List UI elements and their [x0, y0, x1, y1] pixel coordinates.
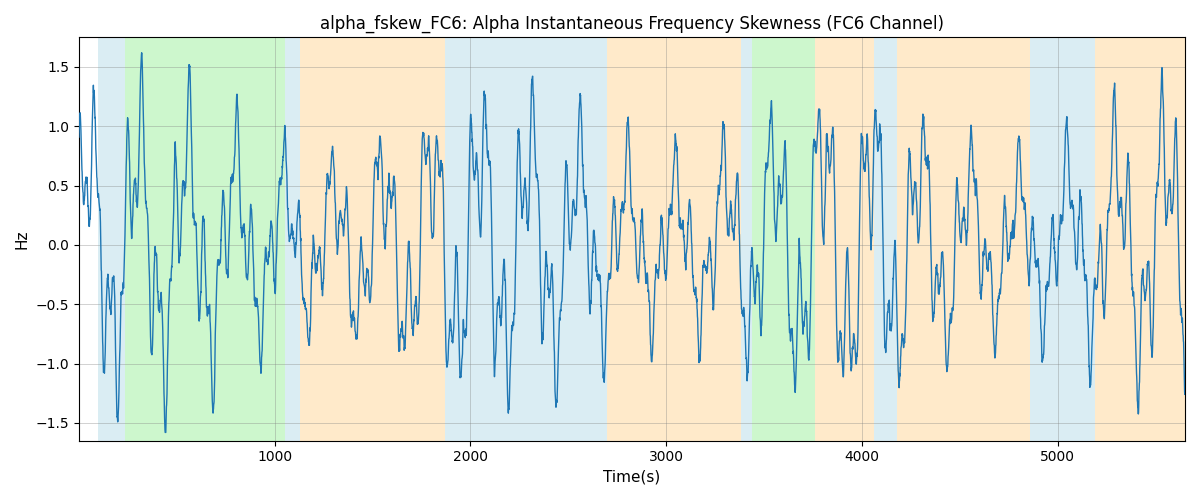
Bar	[607, 38, 740, 440]
Bar	[874, 38, 898, 440]
Y-axis label: Hz: Hz	[14, 230, 30, 249]
Bar	[98, 38, 125, 440]
Bar	[752, 38, 815, 440]
Bar	[740, 38, 752, 440]
X-axis label: Time(s): Time(s)	[604, 470, 660, 485]
Bar	[445, 38, 607, 440]
Title: alpha_fskew_FC6: Alpha Instantaneous Frequency Skewness (FC6 Channel): alpha_fskew_FC6: Alpha Instantaneous Fre…	[320, 15, 944, 34]
Bar	[1031, 38, 1094, 440]
Bar	[898, 38, 1031, 440]
Bar	[300, 38, 445, 440]
Bar	[286, 38, 300, 440]
Bar	[125, 38, 286, 440]
Bar	[1094, 38, 1186, 440]
Bar	[815, 38, 874, 440]
